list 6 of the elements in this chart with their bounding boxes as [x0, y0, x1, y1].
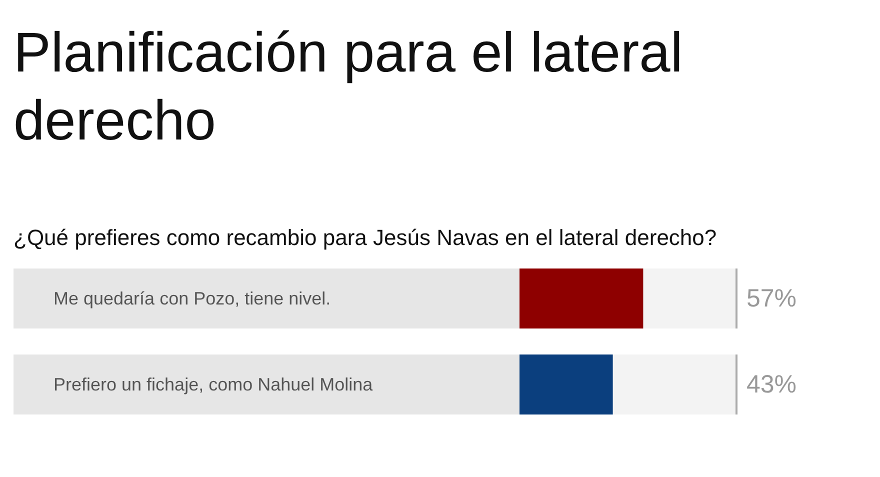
chart-subtitle: ¿Qué prefieres como recambio para Jesús Navas en el lateral derecho? [14, 225, 717, 250]
data-label: 57% [746, 284, 797, 312]
y-tick-label: Prefiero un fichaje, como Nahuel Molina [54, 374, 374, 394]
y-tick-label: Me quedaría con Pozo, tiene nivel. [54, 288, 331, 308]
data-label: 43% [746, 370, 797, 398]
chart-title: Planificación para el lateral derecho [14, 20, 683, 152]
